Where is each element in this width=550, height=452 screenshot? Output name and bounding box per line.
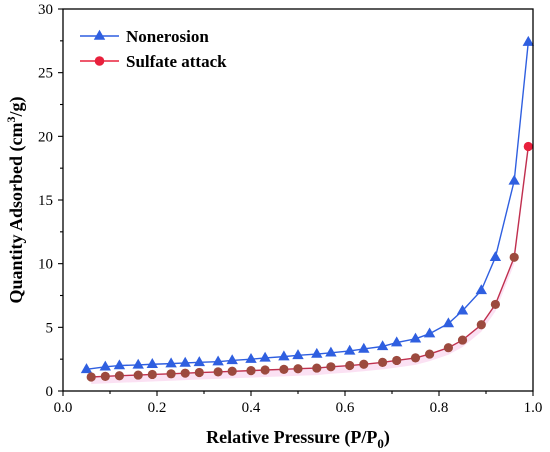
point-nonerosion (259, 351, 271, 362)
point-nonerosion (358, 342, 370, 353)
point-sulfate-attack (166, 369, 176, 379)
point-sulfate-attack (246, 366, 256, 376)
point-sulfate-attack (443, 343, 453, 353)
point-sulfate-attack (326, 362, 336, 372)
point-nonerosion (409, 332, 422, 343)
point-nonerosion (193, 356, 206, 367)
point-nonerosion (165, 357, 177, 368)
series-line-nonerosion (86, 42, 529, 371)
point-nonerosion (390, 336, 403, 347)
point-nonerosion (456, 304, 469, 315)
x-axis-title: Relative Pressure (P/P0) (206, 427, 390, 451)
point-sulfate-attack (194, 367, 204, 378)
plot-layer (80, 35, 535, 384)
point-sulfate-attack (147, 369, 157, 380)
x-axis-title-subscript: 0 (377, 436, 384, 451)
sulfate-shading (91, 146, 529, 384)
point-sulfate-attack (359, 359, 369, 369)
point-sulfate-attack (509, 252, 519, 262)
point-nonerosion (146, 358, 159, 368)
y-tick-label: 20 (38, 129, 53, 145)
x-tick-label: 0.4 (242, 400, 261, 416)
y-axis-title-main: Quantity Adsorbed (cm (6, 122, 27, 303)
y-axis-title-end: /g) (6, 96, 27, 117)
point-nonerosion (343, 344, 356, 355)
point-sulfate-attack (490, 299, 500, 310)
y-tick-label: 25 (38, 66, 53, 82)
point-sulfate-attack (410, 353, 421, 363)
x-tick-label: 0.8 (430, 400, 449, 416)
point-nonerosion (475, 284, 488, 295)
point-sulfate-attack (86, 372, 96, 382)
point-nonerosion (80, 363, 93, 374)
point-nonerosion (489, 251, 502, 262)
point-nonerosion (179, 356, 191, 367)
point-nonerosion (226, 354, 238, 365)
x-tick-label: 1.0 (524, 400, 543, 416)
x-tick-label: 0.0 (54, 400, 73, 416)
y-tick-label: 30 (38, 2, 53, 18)
legend-label-nonerosion: Nonerosion (126, 27, 209, 46)
y-tick-label: 5 (46, 320, 54, 336)
legend-marker-triangle (93, 29, 106, 40)
point-sulfate-attack (425, 349, 435, 359)
point-sulfate-attack (523, 141, 533, 152)
y-axis-title-superscript: 3 (4, 116, 18, 122)
legend: Nonerosion Sulfate attack (80, 27, 227, 71)
point-sulfate-attack (279, 364, 289, 374)
x-axis-title-main: Relative Pressure (P/P (206, 427, 377, 448)
point-sulfate-attack (133, 370, 143, 380)
point-nonerosion (311, 347, 323, 358)
point-nonerosion (442, 317, 455, 328)
point-sulfate-attack (312, 363, 322, 373)
point-sulfate-attack (260, 365, 270, 375)
legend-label-sulfate-attack: Sulfate attack (126, 52, 227, 71)
legend-marker-circle (94, 56, 105, 66)
y-tick-label: 10 (38, 257, 53, 273)
y-tick-label: 0 (46, 384, 54, 400)
point-sulfate-attack (392, 355, 402, 366)
point-nonerosion (132, 358, 144, 369)
axes-layer: 0.0 0.2 0.4 0.6 0.8 1.0 0 5 10 15 20 25 30 (38, 2, 542, 416)
point-sulfate-attack (227, 366, 237, 376)
point-nonerosion (508, 174, 520, 185)
point-sulfate-attack (476, 320, 486, 330)
x-axis-title-close: ) (384, 427, 390, 448)
point-sulfate-attack (180, 368, 190, 378)
point-nonerosion (278, 350, 290, 361)
point-sulfate-attack (213, 367, 223, 377)
y-tick-label: 15 (38, 193, 53, 209)
point-nonerosion (423, 327, 436, 338)
point-sulfate-attack (100, 371, 110, 381)
point-nonerosion (376, 340, 389, 351)
y-axis-title: Quantity Adsorbed (cm3/g) (4, 96, 27, 303)
point-sulfate-attack (457, 335, 468, 345)
legend-item-sulfate-attack: Sulfate attack (80, 52, 227, 71)
series-line-sulfate-attack (91, 146, 529, 378)
point-sulfate-attack (293, 364, 303, 374)
point-sulfate-attack (378, 357, 388, 367)
point-sulfate-attack (114, 371, 124, 381)
point-nonerosion (522, 35, 535, 46)
point-nonerosion (212, 355, 224, 366)
x-tick-label: 0.2 (148, 400, 167, 416)
point-nonerosion (325, 346, 337, 357)
point-sulfate-attack (345, 360, 355, 371)
point-nonerosion (245, 352, 257, 363)
legend-item-nonerosion: Nonerosion (80, 27, 209, 46)
point-nonerosion (113, 359, 126, 370)
x-tick-label: 0.6 (336, 400, 355, 416)
point-nonerosion (99, 360, 112, 371)
point-nonerosion (292, 349, 304, 360)
